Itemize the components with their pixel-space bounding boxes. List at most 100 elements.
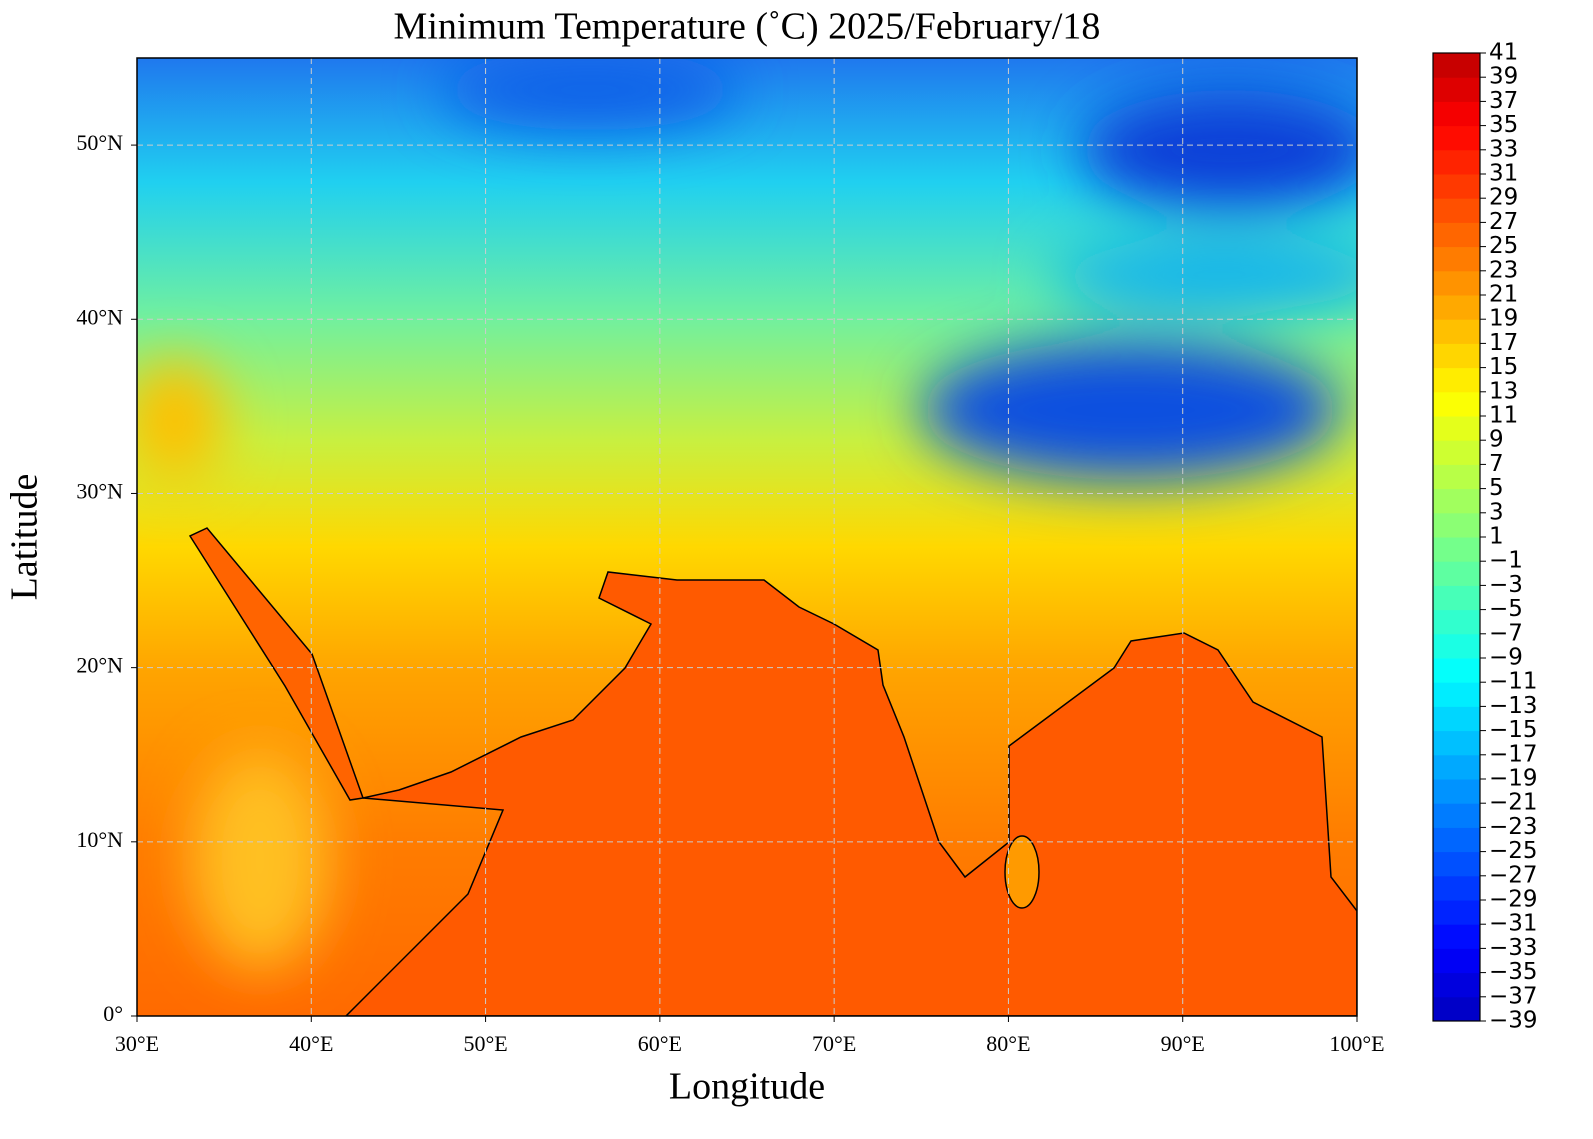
colorbar-segment <box>1433 948 1480 974</box>
colorbar-segment <box>1433 972 1480 998</box>
colorbar-tick-label: 13 <box>1489 378 1518 404</box>
tarim-cool <box>1050 240 1357 310</box>
colorbar-tick-label: 31 <box>1489 161 1518 187</box>
y-axis-label: Latitude <box>4 474 46 601</box>
ethiopia-highland <box>190 750 330 970</box>
colorbar-segment <box>1433 53 1480 78</box>
x-tick-label: 80°E <box>986 1031 1030 1056</box>
colorbar-tick-label: 5 <box>1489 475 1504 501</box>
colorbar-segment <box>1433 633 1480 659</box>
x-axis-label: Longitude <box>669 1066 825 1108</box>
colorbar-tick-label: −25 <box>1489 838 1538 864</box>
colorbar-segment <box>1433 609 1480 635</box>
colorbar-segment <box>1433 101 1480 127</box>
colorbar-segment <box>1433 198 1480 223</box>
colorbar-segment <box>1433 343 1480 369</box>
colorbar-segment <box>1433 827 1480 853</box>
colorbar-tick-label: −37 <box>1489 983 1538 1009</box>
colorbar-tick-label: 19 <box>1489 306 1518 332</box>
colorbar-segment <box>1433 222 1480 248</box>
colorbar-segment <box>1433 682 1480 707</box>
colorbar-tick-label: −33 <box>1489 935 1538 961</box>
russia-cold <box>440 58 740 130</box>
levant-warm <box>137 360 225 480</box>
colorbar-tick-label: 39 <box>1489 64 1518 90</box>
ocean <box>344 571 1357 1016</box>
colorbar-tick-label: −13 <box>1489 693 1538 719</box>
chart-title: Minimum Temperature (˚C) 2025/February/1… <box>394 6 1101 48</box>
y-tick-label: 10°N <box>76 827 123 852</box>
y-tick-label: 0° <box>103 1001 123 1026</box>
colorbar-segment <box>1433 658 1480 683</box>
colorbar-tick-label: −27 <box>1489 862 1538 888</box>
colorbar-segment <box>1433 875 1480 901</box>
colorbar-segment <box>1433 730 1480 756</box>
colorbar-segment <box>1433 803 1480 828</box>
colorbar-segment <box>1433 391 1480 417</box>
x-tick-label: 50°E <box>463 1031 507 1056</box>
colorbar-tick-label: −15 <box>1489 717 1538 743</box>
colorbar-segment <box>1433 295 1480 320</box>
colorbar-segment <box>1433 367 1480 393</box>
colorbar-tick-label: −1 <box>1489 548 1523 574</box>
colorbar-tick-label: −3 <box>1489 572 1523 598</box>
x-tick-label: 100°E <box>1329 1031 1384 1056</box>
colorbar-segment <box>1433 270 1480 296</box>
colorbar-tick-label: −5 <box>1489 596 1523 622</box>
x-tick-label: 60°E <box>638 1031 682 1056</box>
tibet-cold <box>920 340 1340 480</box>
colorbar-segment <box>1433 706 1480 732</box>
colorbar-tick-label: −11 <box>1489 669 1538 695</box>
colorbar-segment <box>1433 464 1480 490</box>
sri-lanka <box>1004 835 1040 909</box>
x-tick-label: 40°E <box>289 1031 333 1056</box>
colorbar-tick-label: 11 <box>1489 403 1518 429</box>
colorbar-tick-label: −23 <box>1489 814 1538 840</box>
colorbar-tick-label: 15 <box>1489 354 1518 380</box>
red-sea <box>188 527 365 801</box>
cold-regions <box>137 58 1357 970</box>
colorbar-segment <box>1433 77 1480 102</box>
colorbar-segment <box>1433 149 1480 175</box>
colorbar-tick-label: 29 <box>1489 185 1518 211</box>
colorbar-tick-label: 35 <box>1489 112 1518 138</box>
y-tick-label: 20°N <box>76 653 123 678</box>
mongolia-cold <box>1080 90 1357 210</box>
colorbar-tick-label: 9 <box>1489 427 1504 453</box>
colorbar-tick-label: −29 <box>1489 887 1538 913</box>
colorbar-tick-label: −21 <box>1489 790 1538 816</box>
colorbar-tick-label: −31 <box>1489 911 1538 937</box>
y-tick-label: 40°N <box>76 304 123 329</box>
colorbar-segment <box>1433 754 1480 780</box>
colorbar-segment <box>1433 537 1480 562</box>
colorbar-tick-label: 3 <box>1489 499 1504 525</box>
colorbar-tick-label: −7 <box>1489 620 1523 646</box>
colorbar-segment <box>1433 416 1480 441</box>
colorbar-tick-label: 41 <box>1489 40 1518 66</box>
x-tick-label: 90°E <box>1161 1031 1205 1056</box>
colorbar-segment <box>1433 246 1480 272</box>
colorbar-tick-label: −35 <box>1489 959 1538 985</box>
axes-frame <box>136 57 1358 1017</box>
colorbar-tick-label: 1 <box>1489 524 1504 550</box>
colorbar-segment <box>1433 488 1480 514</box>
colorbar-tick-label: 21 <box>1489 282 1518 308</box>
colorbar-segment <box>1433 512 1480 538</box>
colorbar-tick-label: −9 <box>1489 645 1523 671</box>
colorbar-tick-label: −19 <box>1489 766 1538 792</box>
colorbar-segment <box>1433 440 1480 465</box>
colorbar-tick-label: 17 <box>1489 330 1518 356</box>
colorbar-tick-label: 25 <box>1489 233 1518 259</box>
colorbar-segment <box>1433 924 1480 949</box>
y-tick-label: 50°N <box>76 130 123 155</box>
colorbar-tick-label: 27 <box>1489 209 1518 235</box>
colorbar-segment <box>1433 319 1480 344</box>
colorbar-segment <box>1433 900 1480 925</box>
colorbar-tick-label: 23 <box>1489 257 1518 283</box>
colorbar-tick-label: −17 <box>1489 741 1538 767</box>
colorbar-tick-label: −39 <box>1489 1008 1538 1034</box>
y-tick-label: 30°N <box>76 479 123 504</box>
map-area <box>137 58 1357 1016</box>
